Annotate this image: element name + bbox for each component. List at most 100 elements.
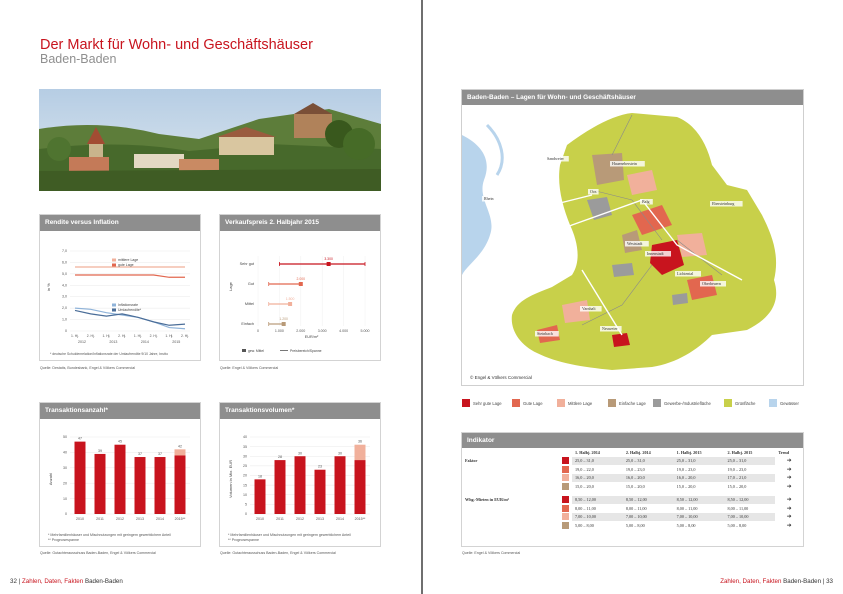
table-cell: 5,00 – 8,00 [727, 522, 747, 528]
map-copyright: © Engel & Völkers Commercial [470, 374, 532, 380]
panel-title: Transaktionsvolumen* [220, 403, 380, 419]
x-tick-label: 2. Hj. [150, 334, 158, 338]
legend-label: Grünfläche [735, 400, 756, 406]
map-label: Sandweier [547, 156, 565, 161]
trend-arrow-icon: ➜ [786, 466, 792, 473]
page-subtitle: Baden-Baden [40, 52, 117, 66]
y-tick-label: 0 [245, 512, 247, 516]
panel-title: Rendite versus Inflation [40, 215, 200, 231]
table-cell: 8,00 – 11,00 [676, 505, 698, 511]
y-axis-label: Anzahl [48, 473, 53, 485]
legend-label: mittlere Lage [118, 258, 138, 262]
map-label-bg [710, 201, 743, 207]
footer-left: 32 | Zahlen, Daten, Fakten Baden-Baden [10, 578, 123, 585]
transaktionsanzahl-chart: Anzahl 0 10 20 30 40 50 47 2010 39 2011 45 2012 37 201… [48, 435, 190, 521]
legend-item: Gewässer [769, 399, 799, 407]
map-label: Steinbach [537, 331, 553, 336]
bar [294, 456, 306, 514]
map-label-bg [588, 189, 599, 195]
y-tick-label: 50 [63, 435, 67, 439]
data-label: 1.200 [279, 317, 288, 321]
y-tick-label: 40 [243, 435, 247, 439]
table-cell: 16,0 – 20,0 [622, 473, 674, 482]
x-tick-label: 3.000 [318, 329, 327, 333]
city-photo [39, 89, 381, 191]
footnote: * Mehrfamilienhäuser und Mischnutzungen … [228, 533, 351, 537]
industrial-area [587, 197, 612, 220]
map-canvas: © Engel & Völkers Commercial Sandweier Ha… [462, 105, 803, 385]
map-label: Neuweier [602, 326, 618, 331]
map-label: Lichtental [677, 271, 694, 276]
table-row: 16,0 – 20,0 16,0 – 20,0 16,0 – 20,0 17,0 – … [462, 473, 803, 482]
legend-label: Preisbereich/Spanne [290, 349, 322, 353]
legend-swatch [112, 263, 116, 267]
table-row: Faktor 25,0 – 31,0 25,0 – 31,0 25,0 – 31,0 2… [462, 456, 803, 465]
year-label: 2014 [141, 340, 149, 344]
panel-rendite: Rendite versus Inflation in % 0 1,0 2,0 3,0 4… [39, 214, 201, 361]
y-tick-label: 3,0 [62, 295, 67, 299]
x-tick-label: 1.000 [275, 329, 284, 333]
chart-footnote: * deutsche Schuldenrelation/Inflationsra… [50, 352, 168, 356]
table-cell: 8,50 – 12,00 [622, 495, 674, 504]
legend-item: Mittlere Lage [557, 399, 592, 407]
footnote: ** Prognosespanne [48, 538, 79, 542]
mean-marker [281, 322, 286, 326]
y-tick-label: 15 [243, 483, 247, 487]
source-caption: Quelle: Engel & Völkers Commercial [462, 551, 521, 555]
legend-swatch [112, 258, 116, 262]
legend-swatch [242, 349, 246, 352]
map-legend: Sehr gute Lage Gute Lage Mittlere Lage Einf… [462, 399, 807, 411]
good-area [632, 205, 672, 235]
table-row: 7,00 – 10,00 7,00 – 10,00 7,00 – 10,00 7,00… [462, 512, 803, 521]
legend-swatch [512, 399, 520, 407]
series-line [74, 309, 186, 326]
legend-item: Gute Lage [512, 399, 543, 407]
table-cell: 25,0 – 31,0 [622, 456, 674, 465]
table-cell: 19,0 – 22,0 [575, 466, 594, 472]
legend-label: Gute Lage [523, 400, 543, 406]
map-label: Oberbeuern [702, 281, 721, 286]
x-tick-label: 2.000 [296, 329, 305, 333]
legend-item: Einfache Lage [608, 399, 646, 407]
x-tick-label: 2012 [116, 517, 124, 521]
x-tick-label: 1. Hj. [102, 334, 110, 338]
legend-label: Einfache Lage [619, 400, 646, 406]
mean-marker [298, 282, 303, 286]
x-tick-label: 2013 [316, 517, 324, 521]
x-tick-label: 2. Hj. [118, 334, 126, 338]
year-label: 2012 [78, 340, 86, 344]
medium-area [627, 170, 657, 195]
y-tick-label: 5 [245, 503, 247, 507]
x-tick-label: 2011 [276, 517, 284, 521]
table-cell: 8,50 – 12,00 [572, 495, 623, 504]
river-water [462, 135, 492, 275]
source-caption: Quelle: Gutachterausschuss Baden-Baden, … [220, 551, 336, 555]
panel-transaktionsanzahl: Transaktionsanzahl* Anzahl 0 10 20 30 40 50 47 2… [39, 402, 201, 547]
trend-arrow-icon: ➜ [786, 514, 792, 521]
map-title: Baden-Baden – Lagen für Wohn- und Geschä… [462, 90, 803, 105]
panel-title: Verkaufspreis 2. Halbjahr 2015 [220, 215, 380, 231]
x-tick-label: 2015** [355, 517, 366, 521]
y-tick-label: 10 [63, 497, 67, 501]
table-cell: 8,50 – 12,00 [724, 495, 776, 504]
table-cell: 19,0 – 23,0 [727, 466, 747, 472]
legend-item: Sehr gute Lage [462, 399, 502, 407]
table-row: 8,00 – 11,00 8,00 – 11,00 8,00 – 11,00 8,00… [462, 504, 803, 513]
y-axis-label: Lage [228, 281, 233, 291]
table-cell: 25,0 – 31,0 [724, 456, 776, 465]
table-cell: 8,00 – 11,00 [727, 505, 749, 511]
map-label-bg [625, 241, 649, 247]
bar [334, 456, 346, 514]
location-map: Baden-Baden – Lagen für Wohn- und Geschä… [461, 89, 804, 386]
table-row: 19,0 – 22,0 19,0 – 23,0 19,0 – 23,0 19,0 – … [462, 465, 803, 474]
x-axis-label: EUR/m² [305, 335, 319, 339]
data-label: 47 [78, 437, 82, 441]
map-label-bg [535, 331, 559, 337]
x-tick-label: 2015** [175, 517, 186, 521]
col-header: 2. Halbj. 2014 [625, 449, 651, 455]
page-spine [421, 0, 423, 594]
simple-area [592, 153, 624, 185]
col-header: 1. Halbj. 2014 [575, 449, 600, 455]
footer-right: Zahlen, Daten, Fakten Baden-Baden | 33 [720, 578, 833, 585]
x-tick-label: 0 [257, 329, 259, 333]
